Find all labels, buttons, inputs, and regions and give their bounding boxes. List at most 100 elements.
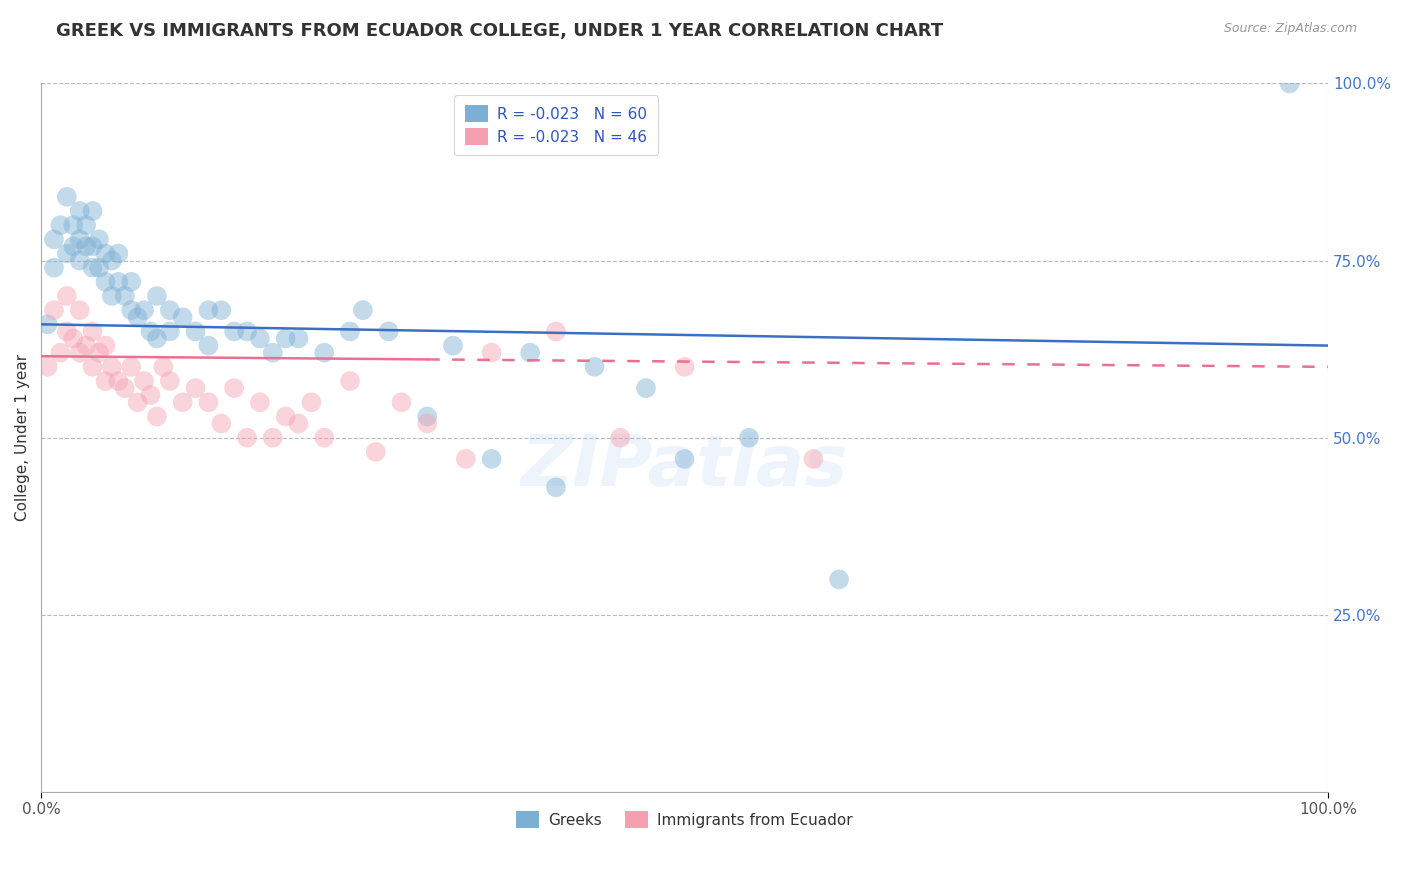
Point xyxy=(441,338,464,352)
Point xyxy=(82,239,104,253)
Point xyxy=(159,303,181,318)
Point xyxy=(224,381,246,395)
Point xyxy=(274,331,297,345)
Point xyxy=(101,253,124,268)
Point xyxy=(107,246,129,260)
Point xyxy=(87,260,110,275)
Point xyxy=(159,374,181,388)
Point xyxy=(454,452,477,467)
Point xyxy=(127,395,149,409)
Point xyxy=(209,417,232,431)
Point xyxy=(609,431,631,445)
Point xyxy=(209,303,232,318)
Point xyxy=(172,395,194,409)
Y-axis label: College, Under 1 year: College, Under 1 year xyxy=(15,354,30,521)
Point xyxy=(94,374,117,388)
Point xyxy=(69,303,91,318)
Point xyxy=(69,345,91,359)
Point xyxy=(146,409,169,424)
Point xyxy=(274,409,297,424)
Point xyxy=(56,325,79,339)
Point xyxy=(377,325,399,339)
Point xyxy=(107,374,129,388)
Point xyxy=(120,359,142,374)
Point xyxy=(299,395,322,409)
Point xyxy=(481,452,503,467)
Point xyxy=(544,480,567,494)
Point xyxy=(139,388,162,402)
Point xyxy=(314,345,336,359)
Point xyxy=(37,318,59,332)
Point xyxy=(352,303,374,318)
Point xyxy=(94,246,117,260)
Point xyxy=(107,275,129,289)
Point xyxy=(101,289,124,303)
Point xyxy=(481,345,503,359)
Point xyxy=(87,232,110,246)
Point xyxy=(82,260,104,275)
Point xyxy=(42,303,65,318)
Point xyxy=(236,325,259,339)
Point xyxy=(146,331,169,345)
Point xyxy=(738,431,761,445)
Point xyxy=(114,289,136,303)
Point xyxy=(416,417,439,431)
Legend: Greeks, Immigrants from Ecuador: Greeks, Immigrants from Ecuador xyxy=(510,805,859,834)
Point xyxy=(236,431,259,445)
Point xyxy=(314,431,336,445)
Point xyxy=(249,331,271,345)
Point xyxy=(69,253,91,268)
Point xyxy=(49,345,72,359)
Text: Source: ZipAtlas.com: Source: ZipAtlas.com xyxy=(1223,22,1357,36)
Point xyxy=(634,381,657,395)
Point xyxy=(69,232,91,246)
Point xyxy=(1278,77,1301,91)
Point xyxy=(114,381,136,395)
Point xyxy=(673,359,696,374)
Point xyxy=(94,275,117,289)
Text: GREEK VS IMMIGRANTS FROM ECUADOR COLLEGE, UNDER 1 YEAR CORRELATION CHART: GREEK VS IMMIGRANTS FROM ECUADOR COLLEGE… xyxy=(56,22,943,40)
Point xyxy=(287,331,309,345)
Point xyxy=(132,303,155,318)
Point xyxy=(673,452,696,467)
Point xyxy=(82,359,104,374)
Point xyxy=(184,325,207,339)
Point xyxy=(197,338,219,352)
Point xyxy=(120,275,142,289)
Point xyxy=(262,345,284,359)
Point xyxy=(416,409,439,424)
Point xyxy=(364,445,387,459)
Point xyxy=(197,303,219,318)
Point xyxy=(82,325,104,339)
Point xyxy=(828,573,851,587)
Point xyxy=(82,204,104,219)
Point xyxy=(56,289,79,303)
Point xyxy=(56,190,79,204)
Point xyxy=(42,232,65,246)
Point xyxy=(49,218,72,232)
Point xyxy=(159,325,181,339)
Point xyxy=(339,374,361,388)
Point xyxy=(146,289,169,303)
Text: ZIPatlas: ZIPatlas xyxy=(522,432,848,500)
Point xyxy=(75,338,97,352)
Point xyxy=(101,359,124,374)
Point xyxy=(87,345,110,359)
Point xyxy=(262,431,284,445)
Point xyxy=(69,204,91,219)
Point xyxy=(75,239,97,253)
Point xyxy=(127,310,149,325)
Point xyxy=(139,325,162,339)
Point xyxy=(75,218,97,232)
Point xyxy=(544,325,567,339)
Point xyxy=(801,452,824,467)
Point xyxy=(62,331,84,345)
Point xyxy=(249,395,271,409)
Point xyxy=(152,359,174,374)
Point xyxy=(42,260,65,275)
Point xyxy=(339,325,361,339)
Point xyxy=(62,218,84,232)
Point xyxy=(37,359,59,374)
Point xyxy=(184,381,207,395)
Point xyxy=(391,395,413,409)
